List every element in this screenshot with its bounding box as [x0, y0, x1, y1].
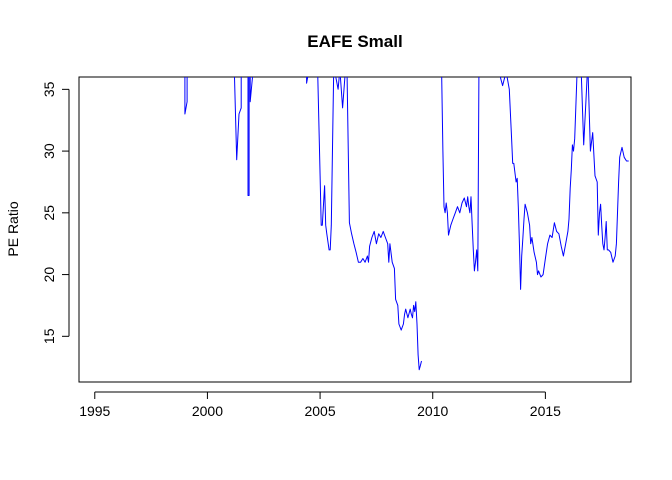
series-line [317, 76, 335, 251]
y-axis: 15 20 25 30 35 [41, 81, 70, 344]
series-line [441, 76, 480, 272]
series-layer [184, 76, 629, 371]
series-line [184, 77, 188, 115]
y-tick-label: 20 [41, 267, 57, 283]
chart-title: EAFE Small [307, 32, 402, 51]
series-line [587, 76, 629, 263]
y-tick-label: 35 [41, 81, 57, 97]
series-line [506, 76, 578, 290]
series-line [346, 76, 422, 371]
series-line [580, 76, 588, 146]
x-tick-label: 2000 [192, 403, 223, 419]
y-tick-label: 30 [41, 143, 57, 159]
x-axis: 1995 2000 2005 2010 2015 [79, 391, 561, 419]
series-line [335, 76, 340, 90]
x-tick-label: 2010 [417, 403, 448, 419]
y-tick-label: 25 [41, 205, 57, 221]
x-tick-label: 1995 [79, 403, 110, 419]
y-tick-label: 15 [41, 328, 57, 344]
plot-frame [78, 76, 632, 383]
series-line [234, 76, 242, 161]
series-line [306, 76, 309, 84]
x-tick-label: 2015 [530, 403, 561, 419]
series-line [247, 77, 250, 196]
series-line [499, 76, 506, 87]
series-line [249, 76, 253, 103]
x-tick-label: 2005 [304, 403, 335, 419]
y-axis-label: PE Ratio [5, 201, 21, 256]
series-line [339, 76, 346, 109]
